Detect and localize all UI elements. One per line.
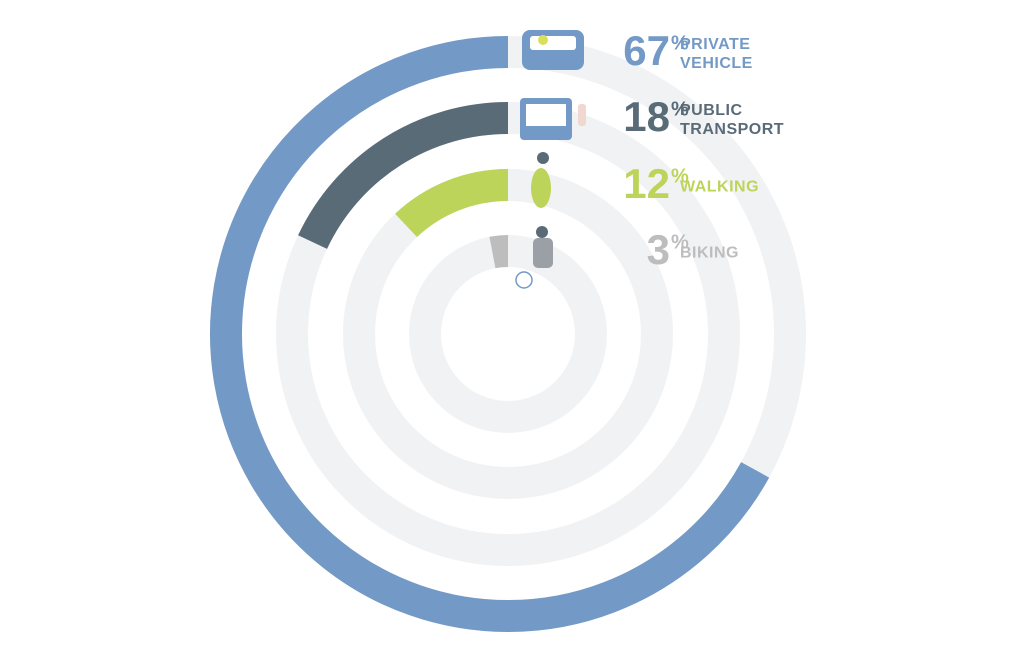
arc (298, 102, 509, 250)
category-label: PUBLIC TRANSPORT (680, 102, 785, 138)
category-label: WALKING (680, 178, 760, 196)
unit-label: % (671, 32, 689, 54)
track (409, 235, 607, 433)
value-label: 12 (623, 160, 670, 207)
icons (515, 30, 586, 289)
unit-label: % (671, 165, 689, 187)
arc (210, 36, 770, 632)
track (343, 169, 673, 499)
value-label: 3 (647, 226, 670, 273)
category-label: BIKING (680, 244, 739, 262)
category-label: PRIVATE VEHICLE (680, 36, 753, 72)
arc (489, 235, 509, 269)
value-label: 18 (623, 93, 670, 140)
value-label: 67 (623, 27, 670, 74)
arc (395, 169, 509, 238)
unit-label: % (671, 231, 689, 253)
unit-label: % (671, 98, 689, 120)
